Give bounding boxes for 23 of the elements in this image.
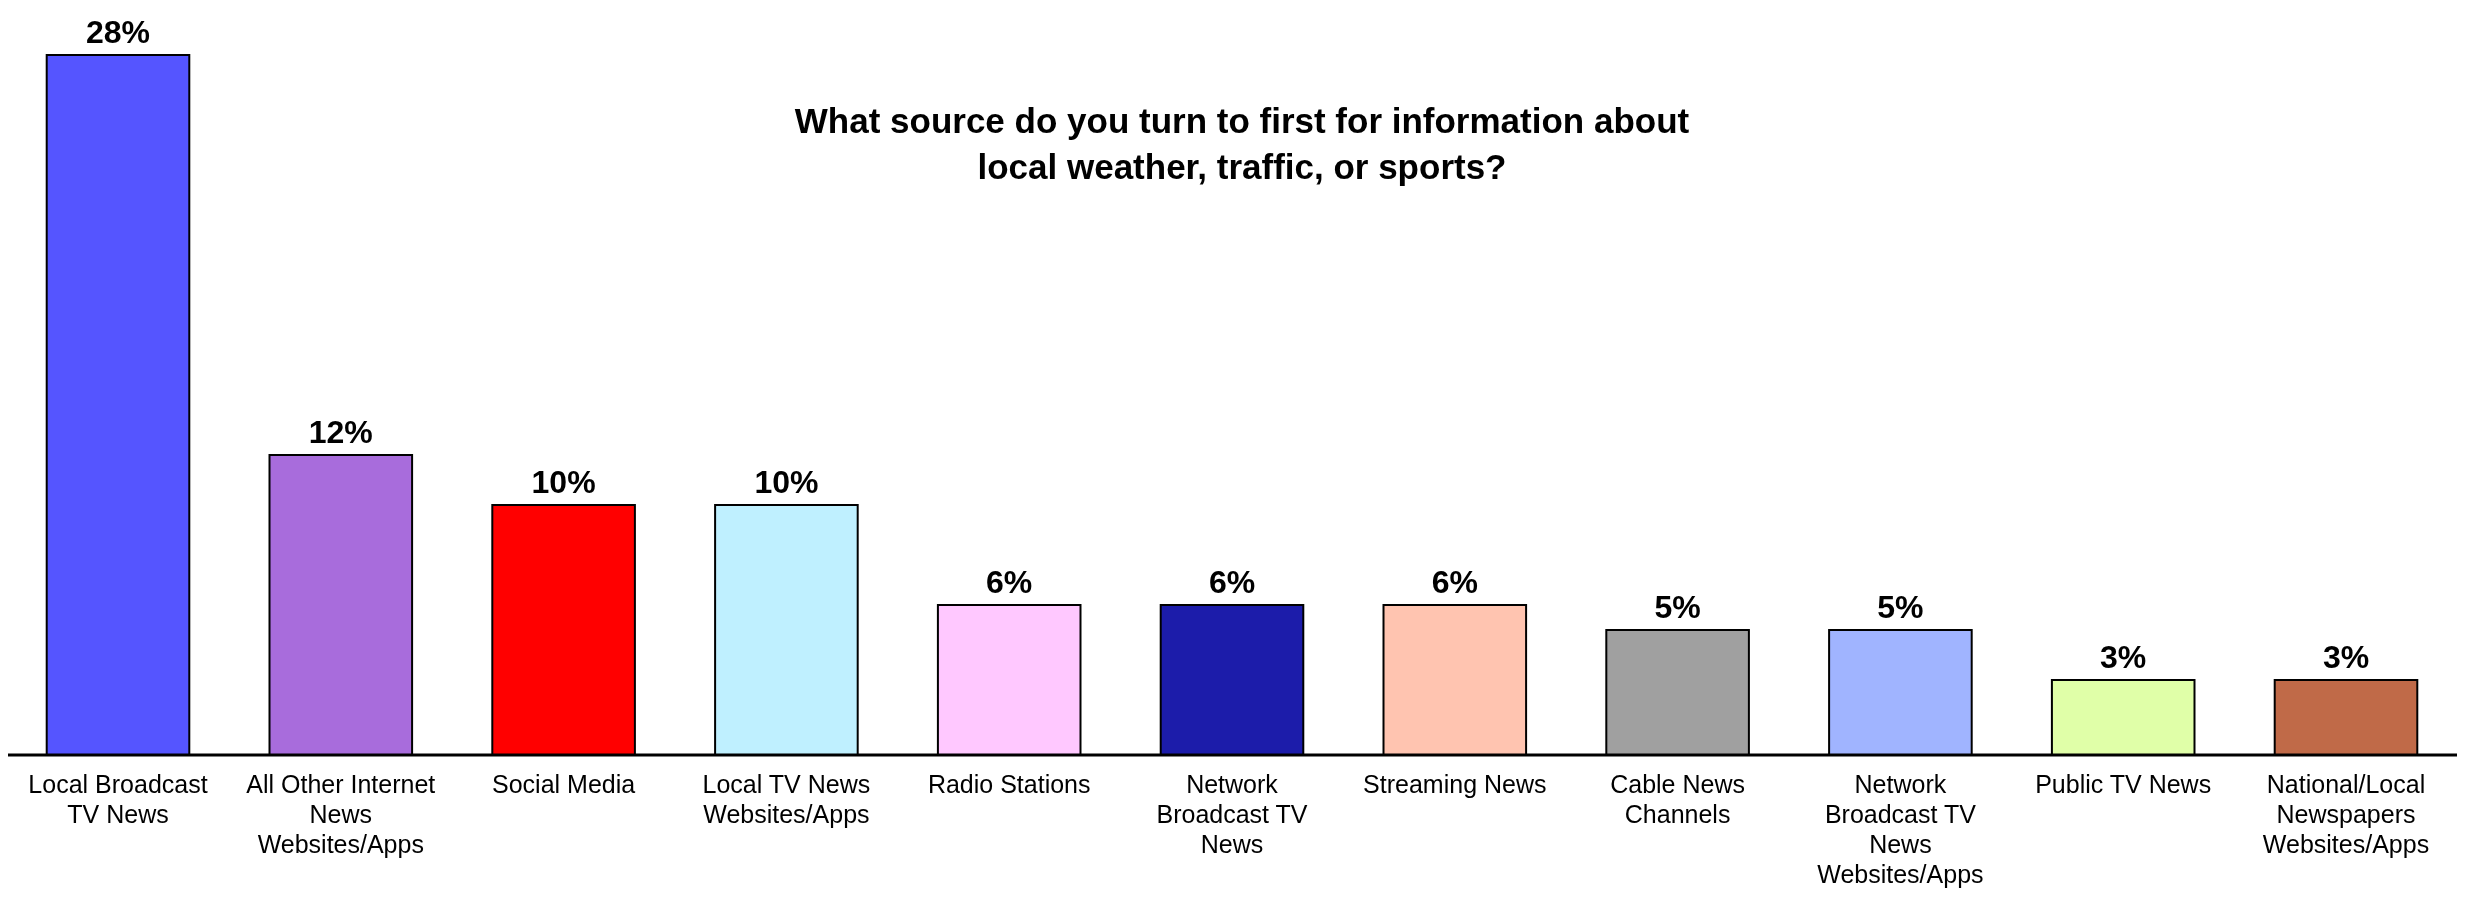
x-tick-label: All Other Internet News Websites/Apps <box>246 770 436 858</box>
x-tick-label: Public TV News <box>2035 770 2212 798</box>
x-tick-label: Social Media <box>492 770 636 798</box>
x-tick-label: Network Broadcast TV News Websites/Apps <box>1817 770 1984 888</box>
text: What source do you turn to first for information about local weather, traffic, or sports? <box>794 101 1690 186</box>
x-tick-label: Radio Stations <box>927 770 1091 798</box>
x-tick-label: National/Local Newspapers Websites/Apps <box>2262 770 2430 858</box>
data-label: 5% <box>1877 589 1924 625</box>
x-tick-label: Cable News Channels <box>1610 770 1745 828</box>
data-label: 3% <box>2100 639 2147 675</box>
data-label: 6% <box>1431 564 1478 600</box>
data-label: 10% <box>531 464 596 500</box>
data-label: 6% <box>986 564 1033 600</box>
x-tick-label: Network Broadcast TV News <box>1156 770 1308 858</box>
x-tick-label: Local Broadcast TV News <box>28 770 208 828</box>
data-label: 12% <box>308 414 373 450</box>
data-label: 3% <box>2322 639 2370 675</box>
x-tick-label: Streaming News <box>1363 770 1547 798</box>
data-label: 10% <box>754 464 819 500</box>
data-label: 28% <box>85 14 151 50</box>
data-label: 6% <box>1208 564 1256 600</box>
data-label: 5% <box>1654 589 1701 625</box>
x-tick-label: Local TV News Websites/Apps <box>702 770 871 828</box>
